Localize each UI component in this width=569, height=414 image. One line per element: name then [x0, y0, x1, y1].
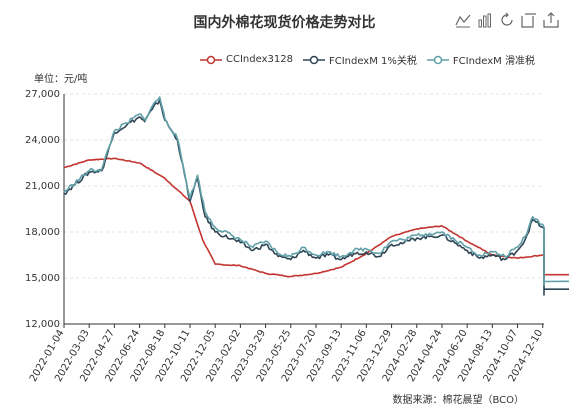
chart-toolbar [455, 12, 559, 28]
line-switch-icon[interactable] [455, 12, 471, 28]
legend-label-fc1: FCIndexM 1%关税 [328, 56, 417, 67]
y-axis-unit-label: 单位：元/吨 [34, 74, 88, 85]
series-line-cc [63, 157, 569, 279]
y-tick-label: 12,000 [25, 319, 60, 330]
save-image-icon[interactable] [543, 12, 559, 28]
y-tick-label: 27,000 [25, 89, 60, 100]
data-source-label: 数据来源：棉花晨望（BCO） [392, 395, 524, 406]
legend-label-fc2: FCIndexM 滑准税 [452, 56, 535, 67]
legend-item-cc[interactable]: CCIndex3128 [200, 54, 293, 65]
y-tick-label: 21,000 [25, 181, 60, 192]
data-view-icon[interactable] [521, 12, 537, 28]
legend-marker-cc [200, 55, 222, 64]
legend-label-cc: CCIndex3128 [226, 54, 293, 65]
chart-title: 国内外棉花现货价格走势对比 [193, 15, 376, 31]
chart-legend: CCIndex3128 FCIndexM 1%关税 FCIndexM 滑准税 [200, 52, 535, 67]
legend-marker-fc1 [302, 55, 325, 64]
y-tick-label: 24,000 [25, 135, 60, 146]
legend-item-fc2[interactable]: FCIndexM 滑准税 [426, 52, 535, 67]
series-line-fc1 [63, 99, 569, 296]
legend-item-fc1[interactable]: FCIndexM 1%关税 [302, 52, 417, 67]
y-tick-label: 18,000 [25, 227, 60, 238]
bar-switch-icon[interactable] [477, 12, 493, 28]
series-line-fc2 [63, 96, 569, 286]
restore-icon[interactable] [499, 12, 515, 28]
legend-marker-fc2 [426, 55, 449, 64]
y-tick-label: 15,000 [25, 273, 60, 284]
